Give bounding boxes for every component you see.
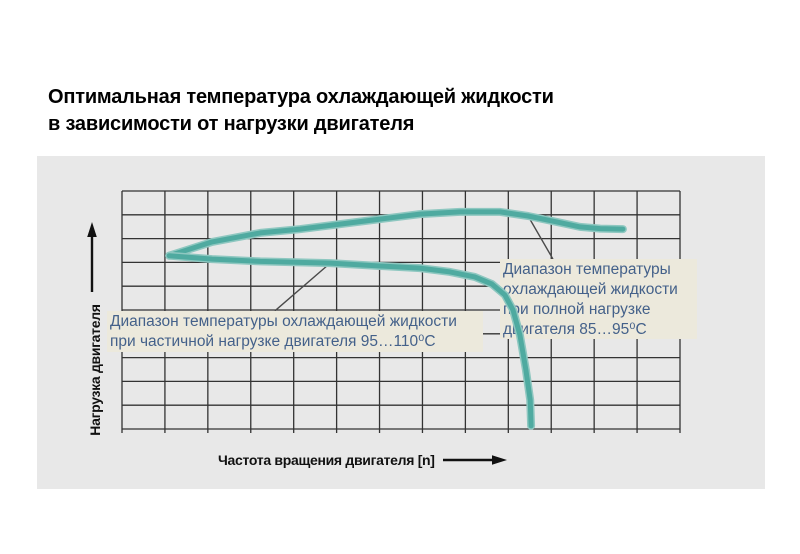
y-axis-label: Нагрузка двигателя bbox=[87, 304, 103, 436]
slide-title: Оптимальная температура охлаждающей жидк… bbox=[48, 86, 554, 135]
annotation-partial-load-note: Диапазон температуры охлаждающей жидкост… bbox=[107, 311, 483, 352]
x-axis-arrow bbox=[443, 455, 507, 465]
chart-panel: Диапазон температуры охлаждающей жидкост… bbox=[37, 156, 765, 489]
annotation-full-load-note: Диапазон температуры охлаждающей жидкост… bbox=[500, 259, 697, 339]
y-axis-arrow bbox=[87, 222, 97, 292]
x-axis-label: Частота вращения двигателя [n] bbox=[218, 452, 435, 468]
